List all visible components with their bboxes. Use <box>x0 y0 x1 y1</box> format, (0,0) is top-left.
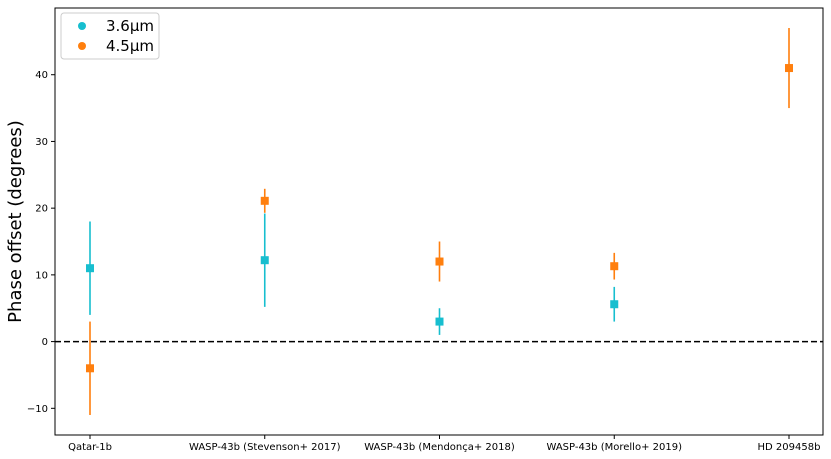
y-tick-label: 10 <box>35 270 48 281</box>
data-point <box>610 262 619 271</box>
data-point <box>435 257 444 266</box>
y-tick-label: 0 <box>42 337 48 348</box>
y-tick-label: 40 <box>35 70 48 81</box>
legend-label: 4.5μm <box>106 37 154 55</box>
legend-label: 3.6μm <box>106 17 154 35</box>
data-point <box>86 364 94 373</box>
data-point <box>86 264 94 273</box>
data-point <box>260 196 269 205</box>
series-4-5um <box>86 28 793 415</box>
series-3-6um <box>86 213 619 335</box>
legend-marker <box>78 22 86 30</box>
legend-items: 3.6μm 4.5μm <box>78 17 154 55</box>
x-tick-label: Qatar-1b <box>68 442 112 453</box>
data-point <box>785 64 793 73</box>
y-tick-label: −10 <box>27 404 48 415</box>
x-axis-ticks: Qatar-1b WASP-43b (Stevenson+ 2017) WASP-4… <box>68 435 820 453</box>
x-tick-label: WASP-43b (Mendonça+ 2018) <box>364 442 515 453</box>
data-point <box>610 300 619 309</box>
legend: 3.6μm 4.5μm <box>60 12 160 60</box>
data-point <box>435 317 444 326</box>
legend-marker <box>78 42 86 50</box>
data-series <box>86 28 793 415</box>
x-tick-label: WASP-43b (Stevenson+ 2017) <box>189 442 341 453</box>
y-tick-label: 20 <box>35 204 48 215</box>
y-axis-ticks: −10 0 10 20 30 40 <box>27 70 55 415</box>
x-tick-label: HD 209458b <box>758 442 821 453</box>
y-tick-label: 30 <box>35 137 48 148</box>
x-tick-label: WASP-43b (Morello+ 2019) <box>547 442 683 453</box>
data-point <box>260 256 269 265</box>
y-axis-title: Phase offset (degrees) <box>5 120 26 323</box>
